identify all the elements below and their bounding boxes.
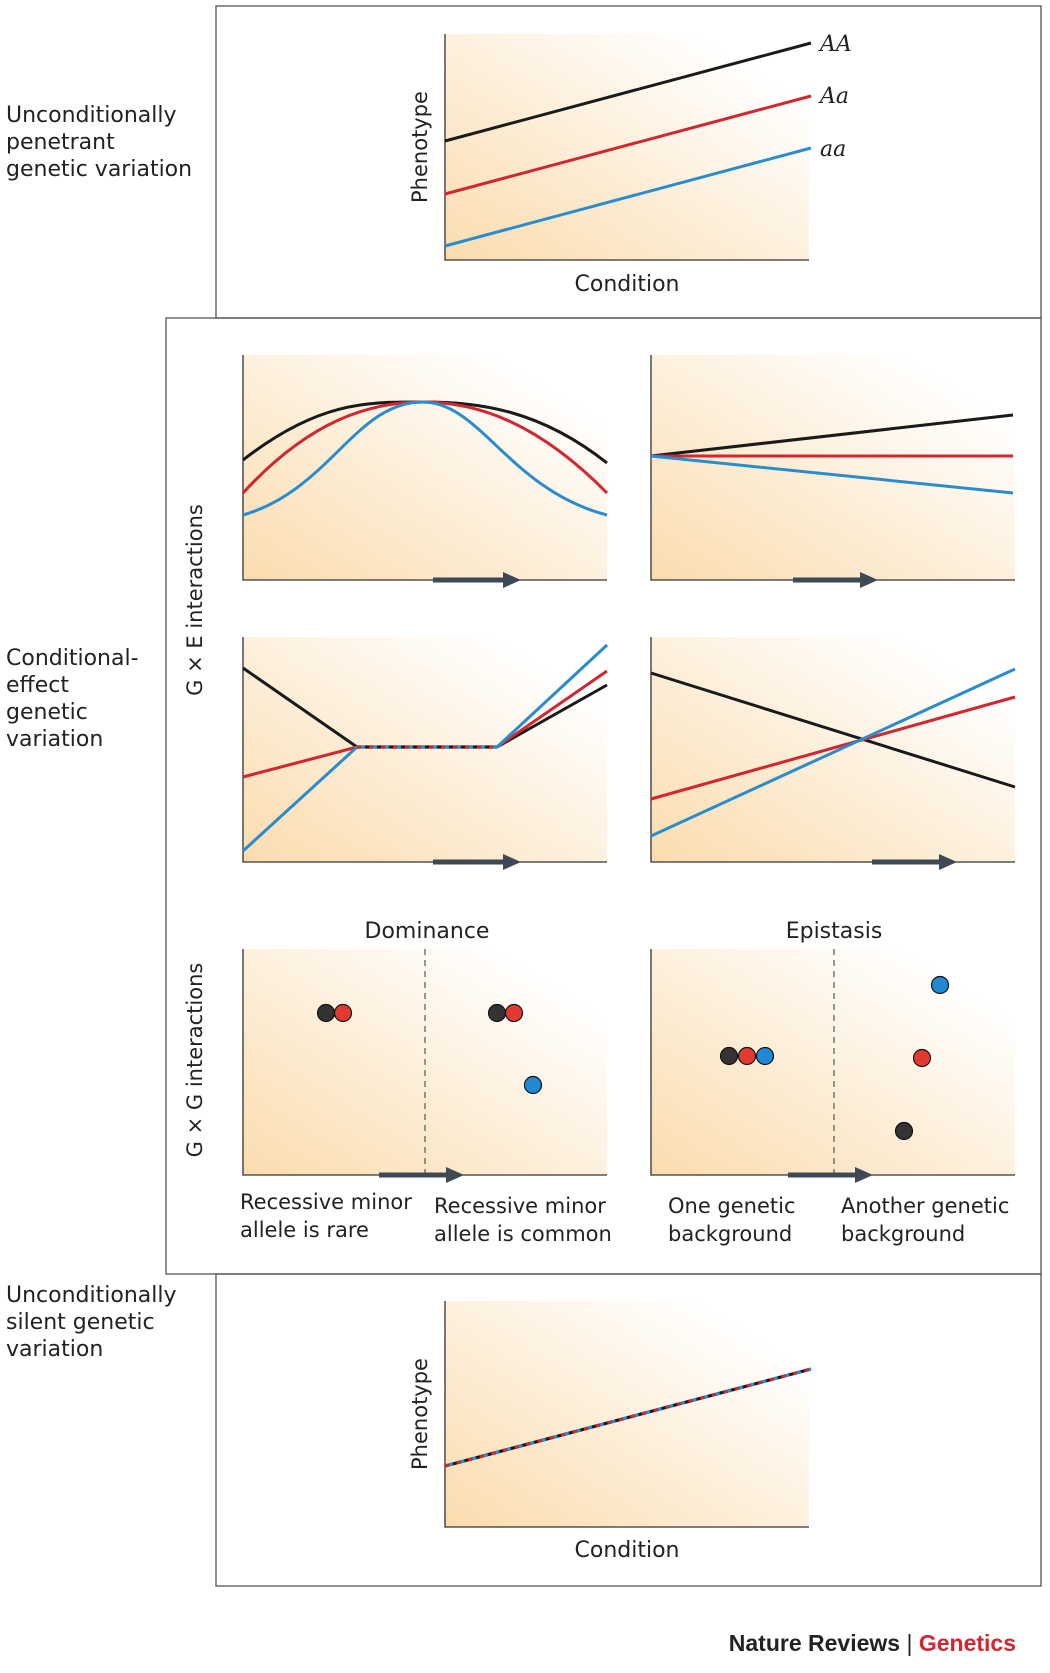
panel-gxe-curves-background <box>243 355 607 580</box>
fan-line-aa <box>650 454 1014 495</box>
bottom-xlabel: Condition <box>575 1538 680 1563</box>
epistasis-right-label-2: background <box>841 1222 965 1246</box>
epistasis-left-label-1: One genetic <box>668 1194 796 1218</box>
row-label-unconditional-silent: Unconditionally silent genetic variation <box>6 1283 177 1362</box>
side-label-gxg: G × G interactions <box>183 963 207 1158</box>
panel-top-background <box>445 34 809 260</box>
panel-top-axes <box>444 34 809 261</box>
dot-AA <box>316 1003 336 1023</box>
dot-aa <box>523 1075 543 1095</box>
dominance-right-label-1: Recessive minor <box>434 1194 606 1218</box>
panel-epistasis-background <box>651 949 1015 1175</box>
silent-line-red <box>444 1367 812 1468</box>
dot-AA <box>719 1046 739 1066</box>
panel-gxg-dominance: Dominance Recessive minor allele is rare… <box>240 919 612 1246</box>
right-arrow-icon <box>446 1167 464 1183</box>
top-ylabel: Phenotype <box>408 91 432 203</box>
curve-aa <box>242 400 608 517</box>
panel-bottom-background <box>445 1301 809 1527</box>
row-label-conditional-effect: Conditional- effect genetic variation <box>6 646 139 752</box>
dot-aa <box>930 975 950 995</box>
dot-Aa <box>504 1003 524 1023</box>
panel-gxe-plateau <box>241 637 609 870</box>
right-arrow-icon <box>503 854 521 870</box>
row-label-unconditional-penetrant: Unconditionally penetrant genetic variat… <box>6 103 193 182</box>
line-AA <box>444 41 812 143</box>
right-arrow-icon <box>503 572 521 588</box>
legend-aa: aa <box>820 137 846 162</box>
dominance-left-label-1: Recessive minor <box>240 1190 412 1214</box>
panel-bottom: Phenotype Condition <box>408 1301 812 1563</box>
frame-bottom <box>215 1273 1042 1587</box>
panel-gxg-epistasis: Epistasis One genetic background Another… <box>650 919 1015 1246</box>
panel-dominance-axes <box>242 949 607 1176</box>
right-arrow-icon <box>939 854 957 870</box>
dot-Aa <box>333 1003 353 1023</box>
line-aa <box>444 146 812 248</box>
bottom-ylabel: Phenotype <box>408 1358 432 1470</box>
cross-line-aa <box>650 667 1016 838</box>
right-arrow-icon <box>855 1167 873 1183</box>
panel-gxe-curves <box>241 355 609 588</box>
cross-line-Aa <box>650 695 1016 801</box>
fan-line-AA <box>650 413 1014 458</box>
top-xlabel: Condition <box>575 272 680 297</box>
dot-aa <box>755 1046 775 1066</box>
panel-top: AA Aa aa Phenotype Condition <box>408 32 852 297</box>
side-label-gxe: G × E interactions <box>183 504 207 696</box>
dot-AA <box>894 1121 914 1141</box>
dot-Aa <box>737 1046 757 1066</box>
epistasis-title: Epistasis <box>786 919 883 944</box>
panel-gxe-plateau-background <box>243 637 607 862</box>
panel-epistasis-axes <box>650 949 1015 1176</box>
panel-bottom-axes <box>444 1301 809 1528</box>
panel-gxe-fan-background <box>651 355 1015 580</box>
journal-credit: Nature Reviews | Genetics <box>729 1630 1016 1657</box>
dominance-left-label-2: allele is rare <box>240 1218 369 1242</box>
epistasis-right-label-1: Another genetic <box>841 1194 1009 1218</box>
journal-subject: Genetics <box>918 1630 1016 1656</box>
dominance-title: Dominance <box>365 919 490 944</box>
panel-gxe-fan-axes <box>650 355 1015 581</box>
journal-separator: | <box>906 1630 913 1656</box>
right-arrow-icon <box>860 572 878 588</box>
epistasis-left-label-2: background <box>668 1222 792 1246</box>
silent-line-blue <box>448 1367 812 1467</box>
panel-gxe-crossing <box>650 637 1016 870</box>
legend-Aa: Aa <box>818 84 849 109</box>
dot-Aa <box>912 1048 932 1068</box>
cross-line-AA <box>650 671 1016 789</box>
legend-AA: AA <box>818 32 852 57</box>
journal-name: Nature Reviews <box>728 1630 901 1656</box>
dominance-right-label-2: allele is common <box>434 1222 612 1246</box>
dot-AA <box>487 1003 507 1023</box>
line-Aa <box>444 94 812 196</box>
panel-gxe-fan <box>650 355 1015 588</box>
